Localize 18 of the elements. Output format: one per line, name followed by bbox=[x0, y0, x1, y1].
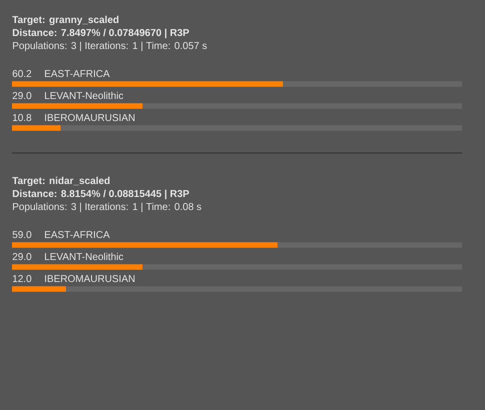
data-label: 29.0 bbox=[12, 92, 32, 100]
data-label: 29.0 bbox=[12, 253, 32, 260]
category-label: IBEROMAURUSIAN bbox=[45, 114, 135, 122]
chart-title: Target: nidar_scaled bbox=[12, 176, 110, 186]
category-label: IBEROMAURUSIAN bbox=[45, 275, 135, 282]
category-label: EAST-AFRICA bbox=[45, 70, 110, 78]
chart-title: Target: granny_scaled bbox=[12, 16, 118, 26]
category-label: LEVANT-Neolithic bbox=[45, 252, 124, 260]
text: Populations: 3 | Iterations: 1 | Time: 0.057 s bbox=[13, 42, 207, 52]
category-label: EAST-AFRICA bbox=[45, 231, 110, 238]
text: Populations: 3 | Iterations: 1 | Time: 0.08 s bbox=[13, 202, 202, 212]
data-label: 10.8 bbox=[12, 114, 32, 122]
chart-subtitle: Distance: 8.8154% / 0.08815445 | R3P bbox=[12, 190, 189, 200]
category-label: LEVANT-Neolithic bbox=[45, 92, 124, 100]
data-label: 60.2 bbox=[12, 70, 32, 78]
chart-subtitle: Distance: 7.8497% / 0.07849670 | R3P bbox=[12, 28, 189, 38]
data-label: 59.0 bbox=[12, 231, 32, 238]
data-label: 12.0 bbox=[12, 275, 32, 282]
